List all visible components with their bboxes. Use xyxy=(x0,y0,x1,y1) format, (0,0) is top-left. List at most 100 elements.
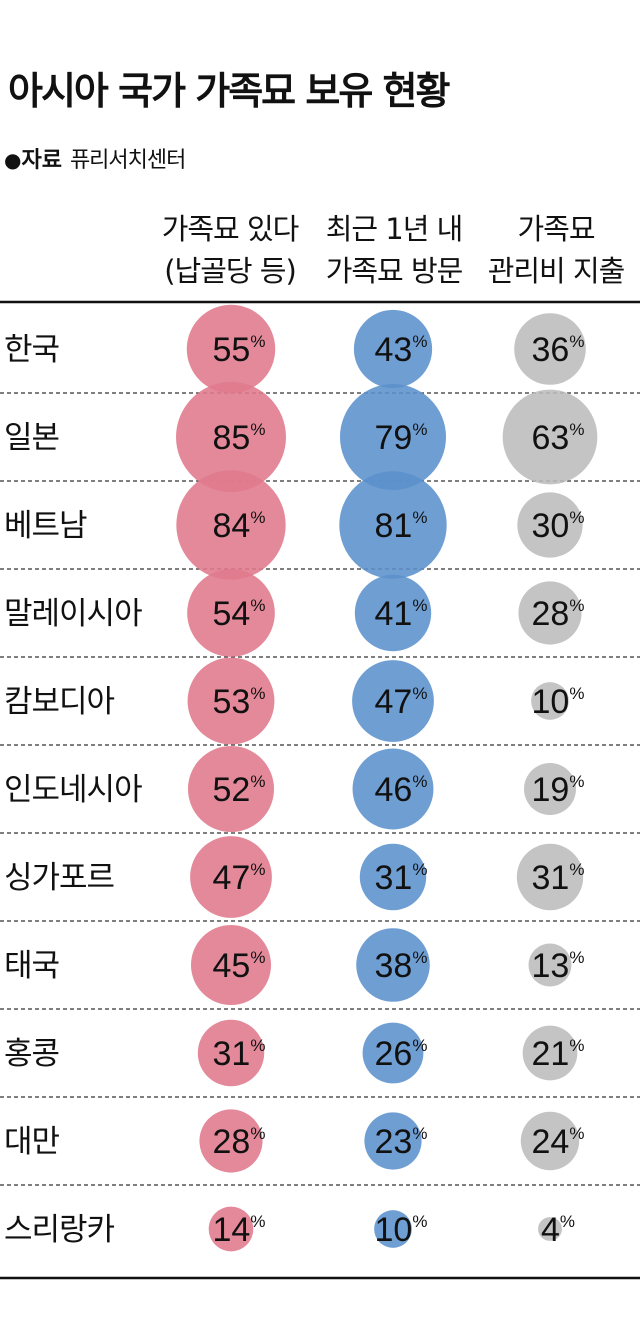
country-label: 스리랑카 xyxy=(4,1212,115,1248)
value-unit: % xyxy=(569,332,584,351)
value-unit: % xyxy=(569,1036,584,1055)
value-bubble xyxy=(352,748,434,830)
value-label: 43% xyxy=(375,331,428,369)
source-value: 퓨리서치센터 xyxy=(69,148,186,173)
country-label: 홍콩 xyxy=(4,1036,59,1072)
value-unit: % xyxy=(412,772,427,791)
column-header-line: 최근 1년 내 xyxy=(325,212,464,246)
value-unit: % xyxy=(250,596,265,615)
value-bubble xyxy=(190,924,272,1006)
country-label: 인도네시아 xyxy=(4,772,142,808)
value-unit: % xyxy=(569,420,584,439)
value-unit: % xyxy=(569,508,584,527)
value-unit: % xyxy=(250,860,265,879)
value-bubble xyxy=(176,470,286,580)
column-header-line: 가족묘 xyxy=(517,212,595,246)
value-unit: % xyxy=(569,772,584,791)
country-label: 베트남 xyxy=(4,508,87,544)
value-unit: % xyxy=(250,1036,265,1055)
value-unit: % xyxy=(250,420,265,439)
value-label: 10% xyxy=(532,683,585,721)
value-bubble xyxy=(364,1112,422,1170)
value-unit: % xyxy=(250,1124,265,1143)
value-bubble xyxy=(374,1210,412,1248)
value-label: 13% xyxy=(532,947,585,985)
value-bubble xyxy=(524,763,576,815)
value-label: 4% xyxy=(541,1211,575,1249)
chart-title: 아시아 국가 가족묘 보유 현황 xyxy=(8,69,450,113)
value-unit: % xyxy=(250,772,265,791)
value-unit: % xyxy=(250,684,265,703)
bullet-icon: ● xyxy=(4,148,22,172)
value-label: 21% xyxy=(532,1035,585,1073)
column-header-line: (납골당 등) xyxy=(164,254,297,288)
value-label: 24% xyxy=(532,1123,585,1161)
value-unit: % xyxy=(569,948,584,967)
value-bubble xyxy=(517,492,583,558)
country-label: 캄보디아 xyxy=(4,684,115,720)
value-bubble xyxy=(538,1217,562,1241)
value-label: 38% xyxy=(375,947,428,985)
column-header-line: 가족묘 방문 xyxy=(325,254,464,288)
value-unit: % xyxy=(412,420,427,439)
country-label: 싱가포르 xyxy=(4,860,114,896)
value-bubble xyxy=(516,843,584,911)
value-unit: % xyxy=(412,596,427,615)
value-unit: % xyxy=(412,508,427,527)
value-unit: % xyxy=(412,860,427,879)
country-label: 대만 xyxy=(4,1124,60,1160)
country-label: 말레이시아 xyxy=(4,596,142,632)
value-unit: % xyxy=(569,860,584,879)
value-unit: % xyxy=(250,1212,265,1231)
value-bubble xyxy=(208,1206,254,1252)
value-bubble xyxy=(353,309,433,389)
value-bubble xyxy=(186,304,276,394)
value-bubble xyxy=(528,943,572,987)
value-label: 10% xyxy=(375,1211,428,1249)
value-bubble xyxy=(187,745,275,833)
value-bubble xyxy=(352,660,434,742)
country-label: 한국 xyxy=(4,332,59,368)
value-label: 85% xyxy=(213,419,266,457)
country-label: 일본 xyxy=(4,420,59,456)
value-unit: % xyxy=(412,1036,427,1055)
label-layer: 한국 55% 43% 36%일본 85% 79% 63%베트남 84% 81% 30%말레이시아 5… xyxy=(4,331,584,1249)
bubble-layer xyxy=(176,304,598,1252)
value-label: 28% xyxy=(532,595,585,633)
value-bubble xyxy=(356,928,430,1002)
column-header-line: 관리비 지출 xyxy=(487,254,626,288)
value-bubble xyxy=(518,581,582,645)
value-bubble xyxy=(199,1109,263,1173)
value-unit: % xyxy=(560,1212,575,1231)
value-bubble xyxy=(520,1111,580,1171)
value-bubble xyxy=(514,313,586,385)
value-bubble xyxy=(339,471,447,579)
value-label: 23% xyxy=(375,1123,428,1161)
value-bubble xyxy=(354,574,432,652)
value-label: 26% xyxy=(375,1035,428,1073)
country-label: 태국 xyxy=(4,948,59,984)
value-bubble xyxy=(339,383,447,491)
column-header-maintenance-cost: 가족묘 관리비 지출 xyxy=(471,208,640,292)
value-unit: % xyxy=(569,684,584,703)
value-unit: % xyxy=(412,948,427,967)
column-header-family-grave: 가족묘 있다 (납골당 등) xyxy=(145,208,315,292)
value-label: 14% xyxy=(213,1211,266,1249)
source-label: 자료 xyxy=(21,148,62,173)
value-label: 19% xyxy=(532,771,585,809)
value-bubble xyxy=(531,682,569,720)
column-header-line: 가족묘 있다 xyxy=(161,212,300,246)
value-unit: % xyxy=(250,332,265,351)
value-bubble xyxy=(359,843,427,911)
value-bubble xyxy=(176,382,286,492)
value-bubble xyxy=(187,657,275,745)
value-unit: % xyxy=(569,1124,584,1143)
value-bubble xyxy=(502,389,598,485)
value-unit: % xyxy=(250,508,265,527)
value-bubble xyxy=(522,1025,578,1081)
source-line: ●자료 퓨리서치센터 xyxy=(4,142,186,174)
value-bubble xyxy=(362,1022,424,1084)
value-bubble xyxy=(197,1019,265,1087)
value-bubble xyxy=(187,569,275,657)
